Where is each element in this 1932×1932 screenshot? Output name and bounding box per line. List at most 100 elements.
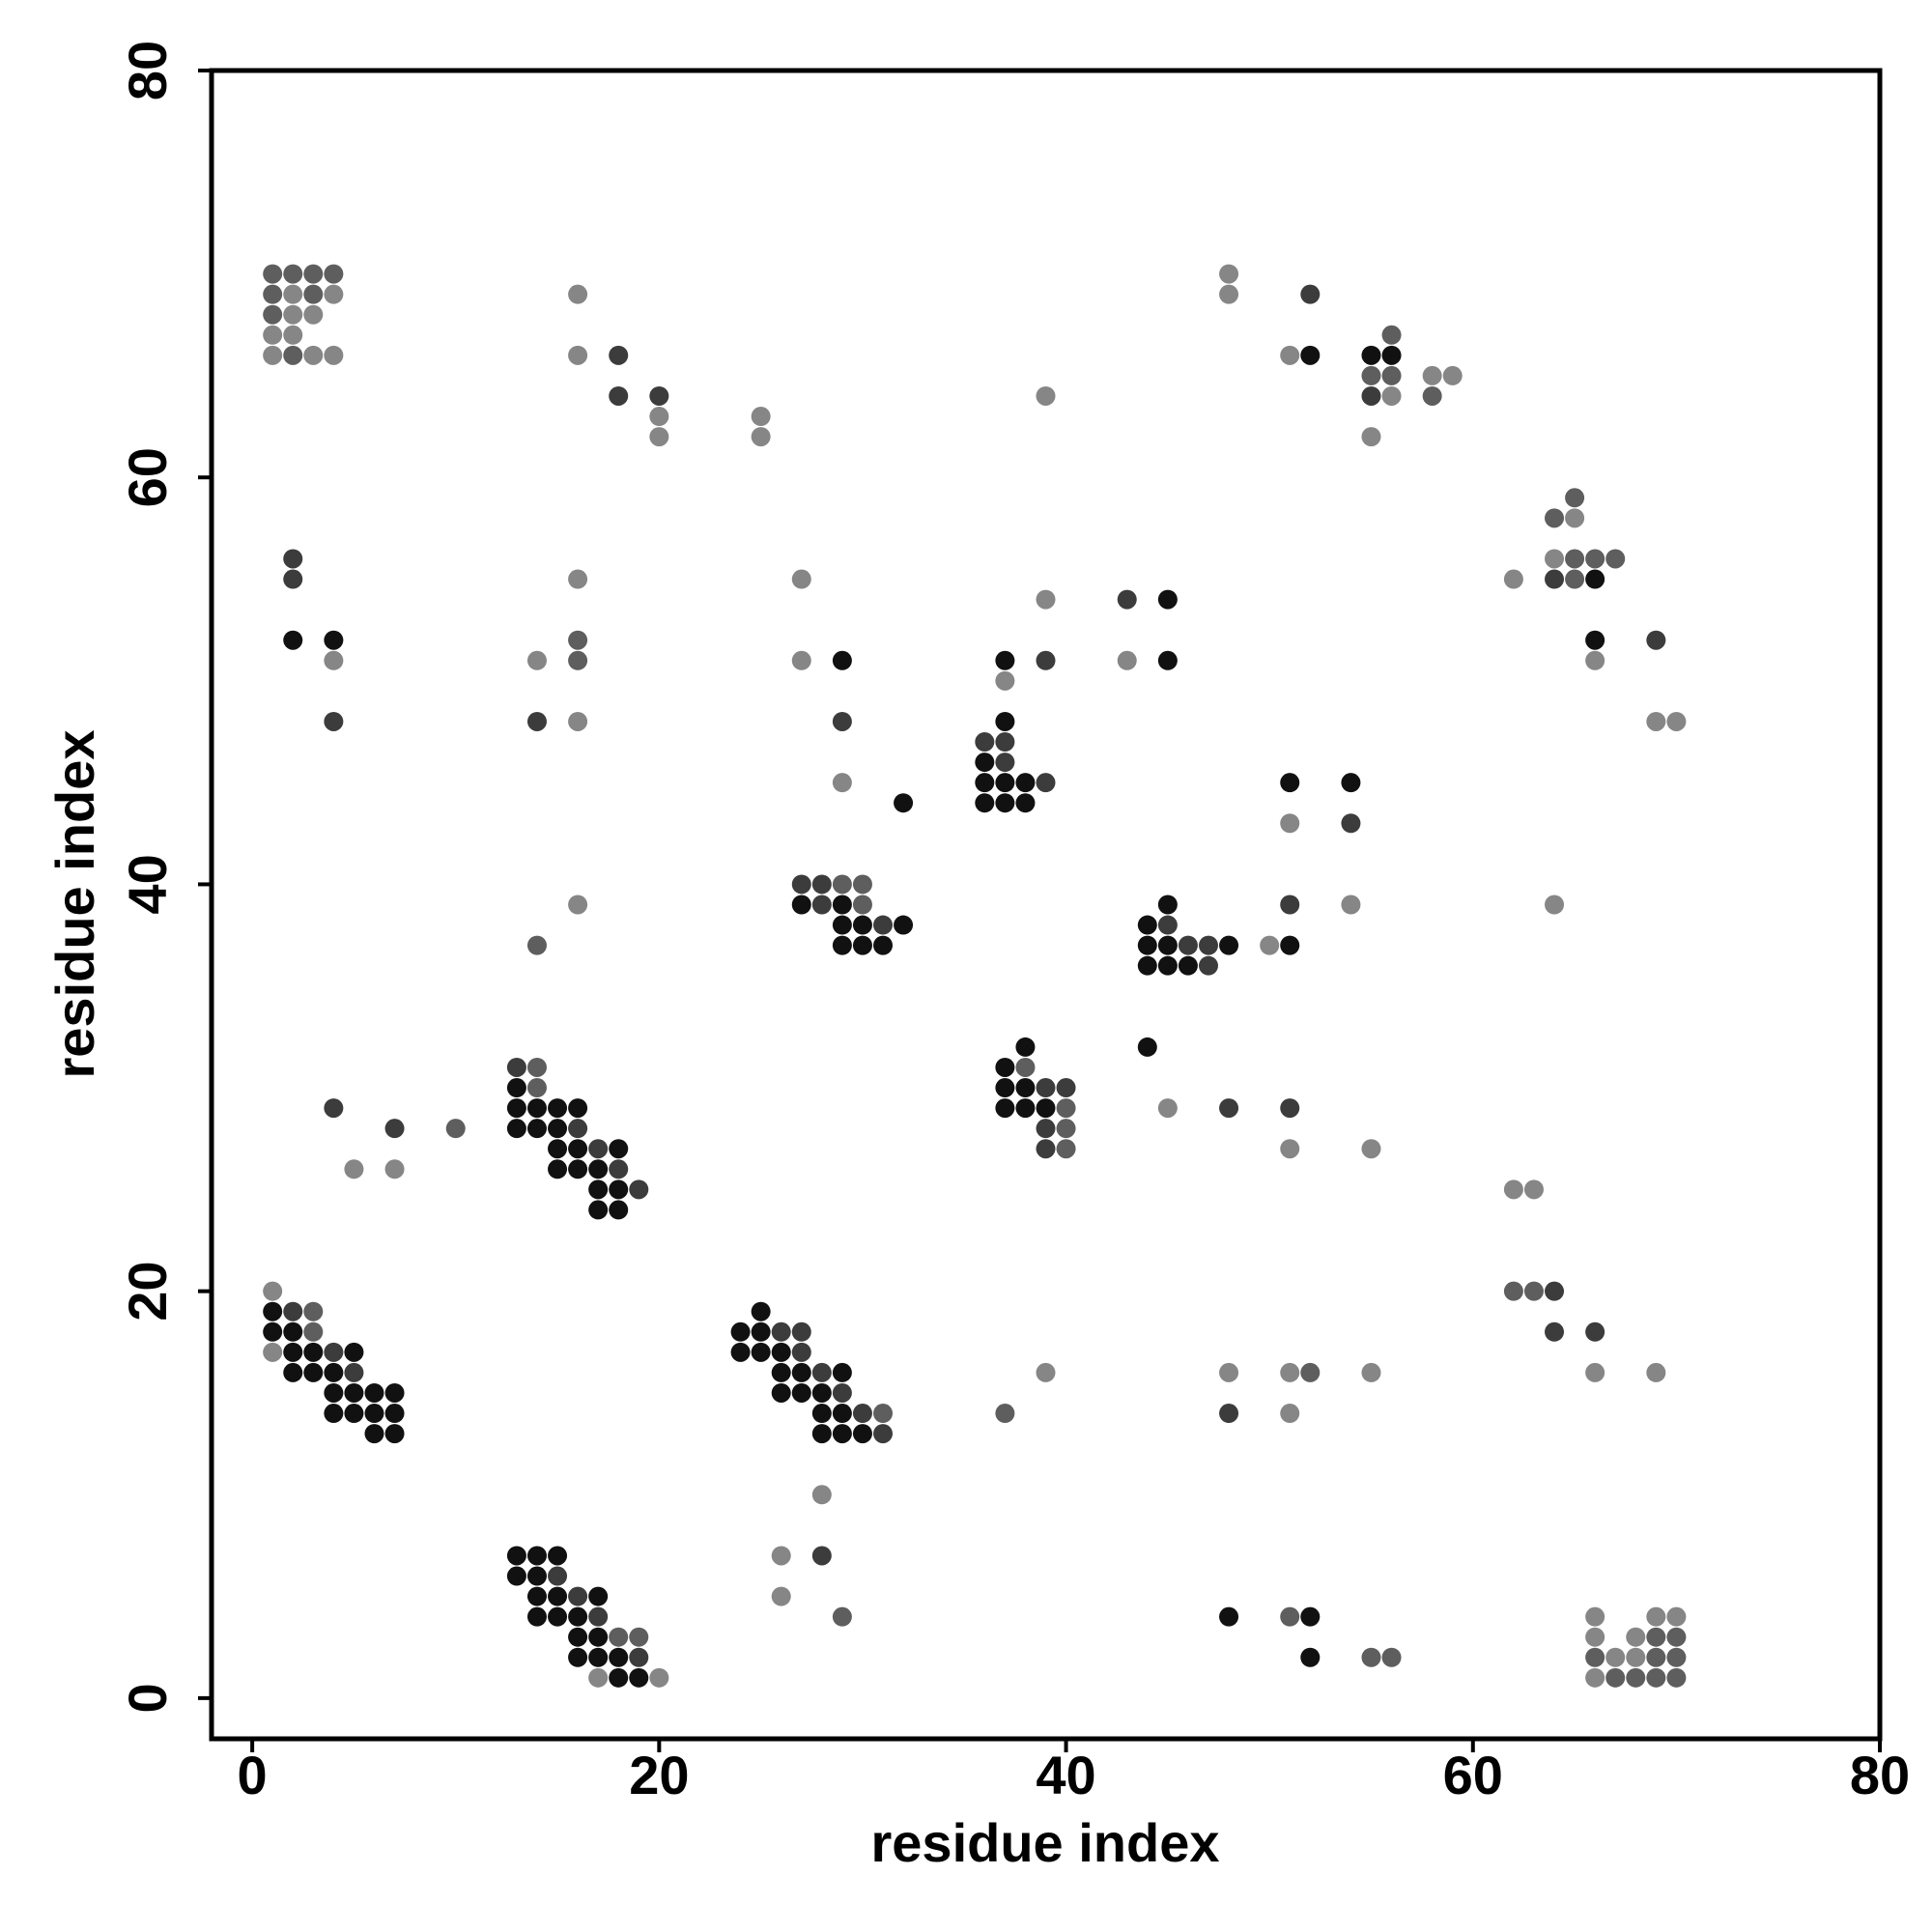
- contact-point: [791, 1382, 811, 1403]
- contact-point: [1381, 325, 1402, 345]
- contact-point: [1626, 1627, 1646, 1647]
- contact-point: [1341, 773, 1361, 793]
- contact-point: [303, 345, 324, 365]
- contact-point: [771, 1586, 791, 1606]
- contact-point: [344, 1382, 364, 1403]
- y-tick-label: 80: [117, 41, 178, 100]
- contact-point: [548, 1098, 568, 1119]
- contact-point: [1565, 569, 1585, 589]
- contact-point: [344, 1362, 364, 1382]
- contact-point: [526, 1098, 547, 1119]
- contact-point: [548, 1606, 568, 1627]
- contact-point: [344, 1342, 364, 1362]
- contact-point: [1361, 345, 1381, 365]
- contact-point: [1157, 1098, 1178, 1119]
- contact-point: [263, 264, 283, 284]
- contact-point: [629, 1179, 649, 1200]
- contact-point: [995, 773, 1015, 793]
- contact-point: [364, 1424, 384, 1444]
- contact-point: [1056, 1098, 1076, 1119]
- contact-point: [832, 935, 852, 955]
- contact-point: [995, 1057, 1015, 1077]
- contact-point: [791, 569, 811, 589]
- contact-point: [1280, 1098, 1300, 1119]
- contact-point: [1036, 773, 1056, 793]
- contact-point: [771, 1342, 791, 1362]
- contact-point: [832, 895, 852, 915]
- contact-point: [1381, 345, 1402, 365]
- contact-point: [1585, 549, 1605, 569]
- contact-point: [1646, 1627, 1666, 1647]
- y-tick-label: 0: [117, 1683, 178, 1713]
- contact-point: [303, 304, 324, 325]
- contact-point: [832, 1424, 852, 1444]
- contact-point: [609, 1667, 629, 1688]
- contact-point: [303, 284, 324, 304]
- contact-point: [283, 1342, 303, 1362]
- contact-point: [1605, 549, 1626, 569]
- contact-point: [1585, 1321, 1605, 1342]
- contact-point: [526, 935, 547, 955]
- contact-point: [832, 1382, 852, 1403]
- contact-point: [1036, 650, 1056, 670]
- contact-point: [324, 711, 344, 731]
- contact-point: [751, 1321, 771, 1342]
- contact-point: [811, 1362, 832, 1382]
- contact-point: [1015, 1078, 1036, 1098]
- contact-point: [852, 895, 872, 915]
- contact-point: [526, 1546, 547, 1566]
- contact-point: [995, 1098, 1015, 1119]
- contact-point: [324, 1404, 344, 1424]
- contact-point: [609, 345, 629, 365]
- contact-point: [568, 284, 588, 304]
- contact-point: [1036, 1362, 1056, 1382]
- contact-point: [873, 1424, 894, 1444]
- y-tick-label: 20: [117, 1262, 178, 1321]
- contact-point: [873, 1404, 894, 1424]
- contact-point: [1036, 1098, 1056, 1119]
- x-tick-label: 40: [1036, 1745, 1095, 1805]
- contact-point: [832, 1404, 852, 1424]
- contact-point: [1585, 1606, 1605, 1627]
- contact-point: [995, 650, 1015, 670]
- contact-point: [1219, 935, 1239, 955]
- contact-point: [506, 1098, 526, 1119]
- contact-point: [1666, 711, 1687, 731]
- contact-point: [995, 1404, 1015, 1424]
- contact-point: [791, 1342, 811, 1362]
- contact-point: [649, 1667, 669, 1688]
- contact-point: [1605, 1667, 1626, 1688]
- contact-point: [263, 1281, 283, 1301]
- contact-point: [568, 1647, 588, 1667]
- contact-point: [364, 1404, 384, 1424]
- contact-point: [1666, 1606, 1687, 1627]
- y-tick-label: 60: [117, 447, 178, 507]
- contact-point: [1361, 385, 1381, 406]
- contact-point: [1280, 1606, 1300, 1627]
- contact-point: [1585, 630, 1605, 650]
- contact-point: [263, 1321, 283, 1342]
- contact-point: [324, 345, 344, 365]
- contact-point: [1280, 813, 1300, 834]
- contact-point: [751, 427, 771, 447]
- contact-point: [1219, 1362, 1239, 1382]
- contact-point: [548, 1546, 568, 1566]
- contact-point: [344, 1404, 364, 1424]
- contact-point: [548, 1159, 568, 1179]
- contact-point: [1646, 711, 1666, 731]
- contact-point: [1503, 1179, 1523, 1200]
- contact-point: [1565, 549, 1585, 569]
- contact-point: [1565, 508, 1585, 528]
- contact-point: [791, 1362, 811, 1382]
- contact-point: [283, 569, 303, 589]
- contact-point: [283, 304, 303, 325]
- contact-point: [1381, 1647, 1402, 1667]
- contact-point: [384, 1404, 405, 1424]
- contact-point: [1341, 813, 1361, 834]
- contact-point: [1503, 1281, 1523, 1301]
- contact-point: [811, 1546, 832, 1566]
- contact-point: [995, 793, 1015, 813]
- contact-point: [751, 407, 771, 427]
- contact-point: [1646, 630, 1666, 650]
- contact-point: [526, 650, 547, 670]
